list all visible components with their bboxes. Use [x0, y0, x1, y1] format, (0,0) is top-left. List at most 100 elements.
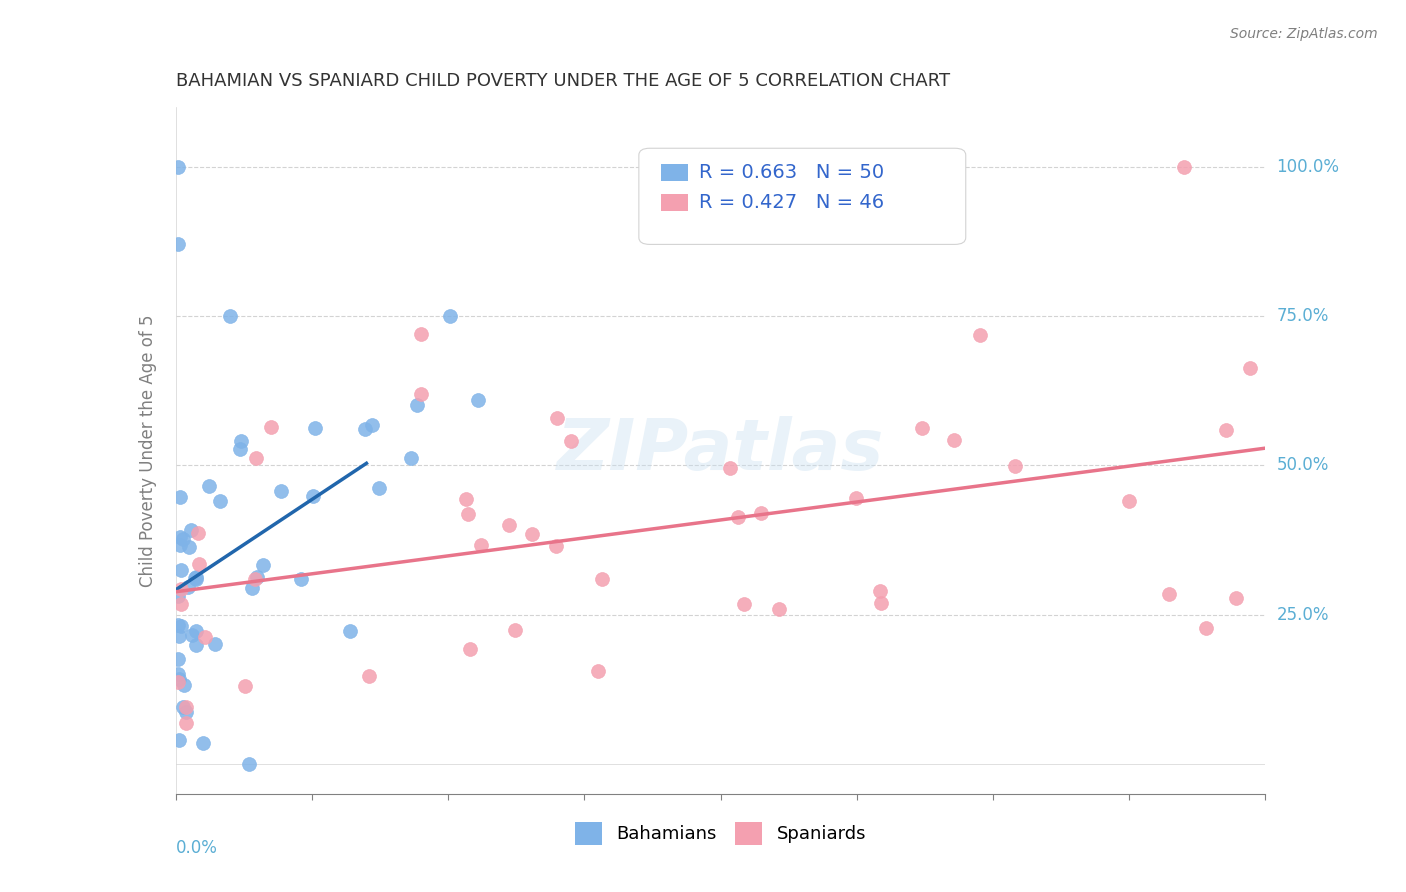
- Point: [194, 630, 217, 644]
- Point: [733, 598, 755, 612]
- Point: [439, 309, 461, 323]
- Point: [270, 483, 292, 498]
- Point: [354, 422, 377, 436]
- Text: BAHAMIAN VS SPANIARD CHILD POVERTY UNDER THE AGE OF 5 CORRELATION CHART: BAHAMIAN VS SPANIARD CHILD POVERTY UNDER…: [176, 72, 950, 90]
- Point: [170, 582, 193, 597]
- Point: [245, 573, 267, 587]
- Point: [1215, 423, 1237, 437]
- Point: [1004, 459, 1026, 474]
- Point: [174, 715, 197, 730]
- FancyBboxPatch shape: [661, 164, 688, 181]
- Point: [169, 597, 191, 611]
- Point: [184, 570, 207, 584]
- Point: [167, 675, 190, 690]
- Text: ZIPatlas: ZIPatlas: [557, 416, 884, 485]
- Point: [361, 417, 384, 432]
- Point: [1225, 591, 1247, 605]
- Point: [174, 705, 197, 719]
- Point: [169, 733, 191, 747]
- Point: [169, 490, 191, 504]
- Point: [170, 564, 193, 578]
- Point: [399, 450, 422, 465]
- Point: [184, 571, 207, 585]
- Point: [167, 237, 190, 252]
- Point: [870, 596, 893, 610]
- Point: [186, 638, 208, 652]
- Point: [304, 421, 326, 435]
- Point: [357, 669, 380, 683]
- Point: [727, 509, 749, 524]
- Point: [177, 540, 200, 554]
- Point: [219, 309, 242, 323]
- Point: [405, 398, 427, 412]
- Point: [184, 572, 207, 586]
- Point: [546, 410, 568, 425]
- Point: [544, 539, 567, 553]
- Point: [1159, 587, 1181, 601]
- Point: [969, 327, 991, 342]
- Point: [198, 478, 221, 492]
- Text: 0.0%: 0.0%: [176, 838, 218, 856]
- Point: [749, 506, 772, 520]
- Text: 100.0%: 100.0%: [1277, 158, 1340, 176]
- Point: [246, 570, 269, 584]
- Point: [172, 532, 194, 546]
- Text: R = 0.427   N = 46: R = 0.427 N = 46: [699, 193, 884, 212]
- Point: [470, 538, 492, 552]
- Point: [184, 624, 207, 638]
- Point: [1194, 621, 1216, 635]
- Point: [172, 699, 194, 714]
- Point: [167, 589, 190, 603]
- FancyBboxPatch shape: [661, 194, 688, 211]
- Point: [454, 491, 477, 506]
- Point: [718, 461, 741, 475]
- Point: [240, 581, 263, 595]
- Point: [409, 326, 432, 341]
- Point: [187, 526, 209, 541]
- Legend: Bahamians, Spaniards: Bahamians, Spaniards: [567, 814, 875, 854]
- Point: [368, 481, 391, 495]
- Point: [238, 757, 260, 772]
- Point: [259, 420, 281, 434]
- Text: Source: ZipAtlas.com: Source: ZipAtlas.com: [1230, 27, 1378, 41]
- Text: 50.0%: 50.0%: [1277, 457, 1329, 475]
- Point: [191, 735, 214, 749]
- Point: [768, 602, 790, 616]
- Point: [339, 624, 361, 638]
- Point: [181, 628, 204, 642]
- Point: [1118, 494, 1140, 508]
- Point: [176, 700, 198, 714]
- Point: [1239, 361, 1261, 376]
- Point: [498, 518, 520, 533]
- Point: [167, 652, 190, 666]
- Text: R = 0.663   N = 50: R = 0.663 N = 50: [699, 162, 884, 182]
- Point: [942, 434, 965, 448]
- Point: [229, 434, 252, 449]
- Point: [235, 680, 257, 694]
- Point: [208, 493, 231, 508]
- FancyBboxPatch shape: [638, 148, 966, 244]
- Text: 75.0%: 75.0%: [1277, 307, 1329, 325]
- Point: [869, 583, 891, 598]
- Point: [204, 637, 226, 651]
- Point: [169, 531, 191, 545]
- Point: [560, 434, 582, 448]
- Point: [187, 558, 209, 572]
- Point: [167, 160, 190, 174]
- Point: [180, 523, 202, 537]
- Point: [177, 580, 200, 594]
- Y-axis label: Child Poverty Under the Age of 5: Child Poverty Under the Age of 5: [139, 314, 157, 587]
- Point: [252, 558, 274, 572]
- Point: [169, 672, 191, 686]
- Point: [167, 629, 190, 643]
- Point: [467, 392, 489, 407]
- Point: [290, 572, 312, 586]
- Point: [586, 664, 609, 678]
- Point: [169, 538, 191, 552]
- Text: 25.0%: 25.0%: [1277, 606, 1329, 624]
- Point: [245, 451, 267, 466]
- Point: [505, 624, 527, 638]
- Point: [409, 386, 432, 401]
- Point: [845, 491, 868, 505]
- Point: [591, 572, 613, 586]
